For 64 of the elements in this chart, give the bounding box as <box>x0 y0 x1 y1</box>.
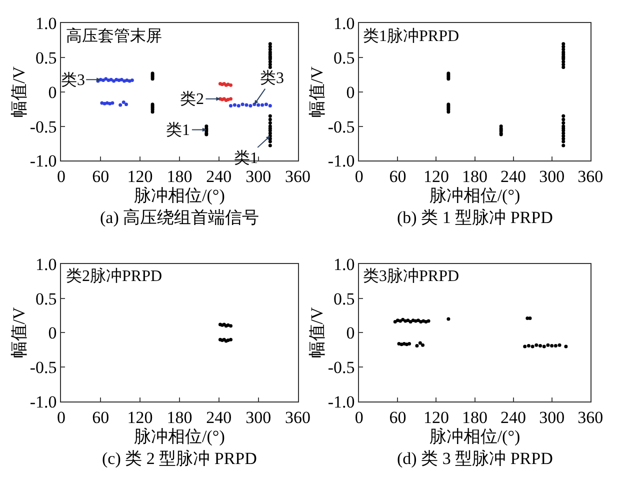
x-tick-label: 180 <box>166 167 192 186</box>
text: (b) 类 1 型脉冲 PRPD <box>397 208 553 227</box>
x-tick-label: 240 <box>500 408 526 427</box>
text: (a) 高压绕组首端信号 <box>100 208 260 227</box>
x-tick-label: 240 <box>500 167 526 186</box>
x-tick-label: 300 <box>539 408 565 427</box>
x-tick-label: 240 <box>206 167 232 186</box>
y-axis-title: 幅值/V <box>9 306 28 358</box>
annotation: 类2 <box>180 90 204 108</box>
chart-title: 类3脉冲PRPD <box>363 267 460 285</box>
y-tick-label: -1.0 <box>30 392 57 412</box>
x-tick-label: 60 <box>92 167 110 186</box>
annotation: 类3 <box>260 69 284 87</box>
x-tick-label: 360 <box>578 408 604 427</box>
y-tick-label: 0.5 <box>334 289 355 308</box>
x-axis-title: 脉冲相位/(°) <box>134 426 225 446</box>
y-tick-label: 0.5 <box>36 289 57 308</box>
chart-title: 类2脉冲PRPD <box>66 267 162 285</box>
y-tick-label: -1.0 <box>328 152 355 171</box>
y-tick-label: 1.0 <box>36 254 57 274</box>
x-tick-label: 120 <box>127 167 153 186</box>
y-tick-label: 0.5 <box>334 48 355 68</box>
text: (d) 类 3 型脉冲 PRPD <box>397 449 553 468</box>
x-tick-label: 300 <box>246 408 272 427</box>
x-tick-label: 360 <box>578 167 604 186</box>
x-tick-label: 240 <box>206 408 232 427</box>
y-tick-label: 0 <box>48 82 57 102</box>
x-tick-label: 60 <box>389 408 406 427</box>
x-tick-label: 120 <box>423 408 449 427</box>
y-tick-label: 1.0 <box>334 14 355 34</box>
y-tick-label: -0.5 <box>30 358 57 378</box>
x-axis-title: 脉冲相位/(°) <box>134 186 225 206</box>
y-tick-label: 1.0 <box>334 254 355 274</box>
x-tick-label: 180 <box>462 167 488 186</box>
x-tick-label: 360 <box>285 167 311 186</box>
y-tick-label: -1.0 <box>328 392 355 412</box>
chart-title: 高压套管末屏 <box>66 27 162 45</box>
x-axis-title: 脉冲相位/(°) <box>429 426 520 446</box>
y-tick-label: -0.5 <box>328 358 355 378</box>
y-tick-label: -1.0 <box>30 152 57 171</box>
x-tick-label: 120 <box>127 408 153 427</box>
x-tick-label: 180 <box>462 408 488 427</box>
x-axis-title: 脉冲相位/(°) <box>429 186 520 206</box>
x-tick-label: 60 <box>389 167 406 186</box>
y-tick-label: 1.0 <box>36 14 57 34</box>
annotation: 类1 <box>166 121 190 139</box>
annotation: 类3 <box>61 71 85 89</box>
y-axis-title: 幅值/V <box>9 66 28 118</box>
chart-title: 类1脉冲PRPD <box>363 27 460 45</box>
x-tick-label: 300 <box>246 167 272 186</box>
y-tick-label: -0.5 <box>30 117 57 136</box>
y-tick-label: 0.5 <box>36 48 57 68</box>
y-tick-label: 0 <box>346 324 355 343</box>
x-tick-label: 180 <box>166 408 192 427</box>
x-tick-label: 120 <box>423 167 449 186</box>
text: (c) 类 2 型脉冲 PRPD <box>102 449 257 468</box>
y-tick-label: 0 <box>346 82 355 102</box>
y-axis-title: 幅值/V <box>307 306 326 358</box>
y-axis-title: 幅值/V <box>307 66 326 118</box>
y-tick-label: 0 <box>48 324 57 343</box>
x-tick-label: 360 <box>285 408 311 427</box>
x-tick-label: 60 <box>92 408 110 427</box>
y-tick-label: -0.5 <box>328 117 355 136</box>
x-tick-label: 300 <box>539 167 565 186</box>
